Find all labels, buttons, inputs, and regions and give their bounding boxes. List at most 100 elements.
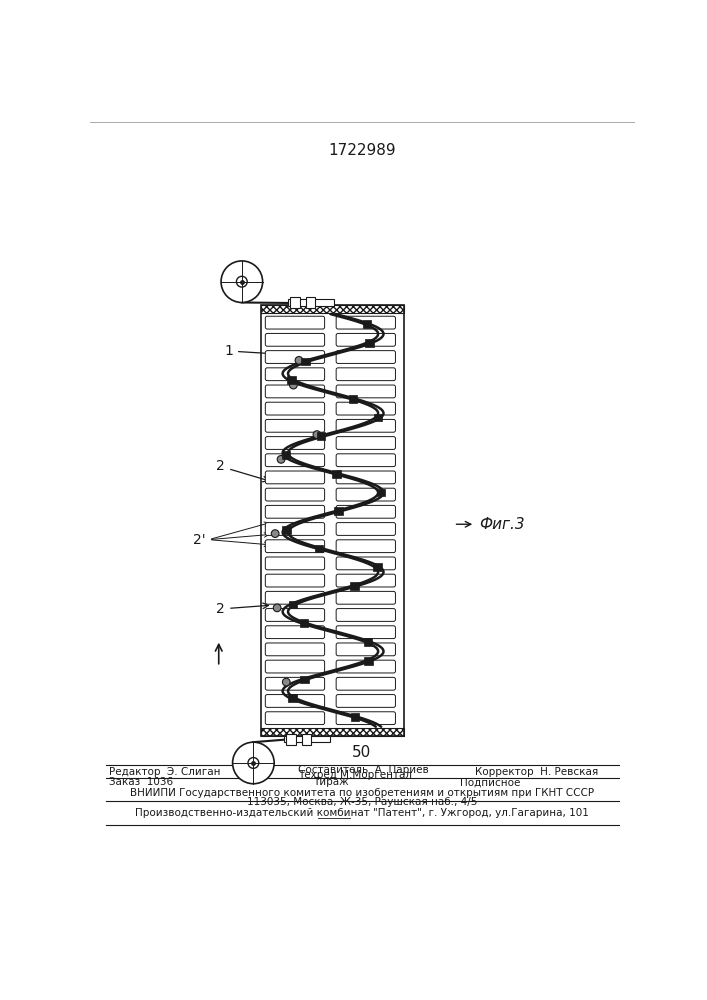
FancyBboxPatch shape [265,591,325,604]
FancyBboxPatch shape [336,557,395,570]
FancyBboxPatch shape [336,437,395,449]
FancyBboxPatch shape [265,385,325,398]
FancyBboxPatch shape [265,574,325,587]
Circle shape [282,678,290,686]
Text: 50: 50 [352,745,372,760]
FancyBboxPatch shape [336,316,395,329]
FancyBboxPatch shape [336,609,395,621]
FancyBboxPatch shape [336,471,395,484]
FancyBboxPatch shape [265,557,325,570]
Text: Составитель  А. Париев: Составитель А. Париев [298,765,428,775]
FancyBboxPatch shape [265,454,325,467]
FancyBboxPatch shape [336,643,395,656]
Bar [349,395,358,403]
Bar [363,320,371,328]
FancyBboxPatch shape [336,454,395,467]
FancyBboxPatch shape [336,419,395,432]
Circle shape [313,431,321,438]
Bar [300,676,309,683]
FancyBboxPatch shape [336,695,395,707]
FancyBboxPatch shape [336,368,395,381]
FancyBboxPatch shape [336,505,395,518]
Text: 1722989: 1722989 [328,143,396,158]
FancyBboxPatch shape [336,402,395,415]
FancyBboxPatch shape [265,540,325,553]
Bar [374,414,382,421]
Circle shape [274,604,281,612]
FancyBboxPatch shape [265,419,325,432]
Text: Тираж: Тираж [313,777,349,787]
Bar [366,339,374,347]
FancyBboxPatch shape [336,574,395,587]
Bar [282,526,291,534]
Circle shape [221,261,262,302]
FancyBboxPatch shape [336,626,395,639]
Text: Техред М.Моргентал: Техред М.Моргентал [298,770,412,780]
Text: 2': 2' [193,533,206,547]
Bar [286,734,296,745]
Bar [261,728,404,736]
Text: Производственно-издательский комбинат "Патент", г. Ужгород, ул.Гагарина, 101: Производственно-издательский комбинат "П… [135,808,589,818]
FancyBboxPatch shape [265,677,325,690]
Bar [281,451,290,459]
Text: 113035, Москва, Ж-35, Раушская наб., 4/5: 113035, Москва, Ж-35, Раушская наб., 4/5 [247,797,477,807]
FancyBboxPatch shape [265,660,325,673]
FancyBboxPatch shape [265,643,325,656]
FancyBboxPatch shape [265,626,325,639]
Circle shape [248,758,259,768]
FancyBboxPatch shape [265,712,325,725]
FancyBboxPatch shape [336,351,395,363]
Text: Заказ  1036: Заказ 1036 [110,777,173,787]
FancyBboxPatch shape [265,488,325,501]
FancyBboxPatch shape [336,488,395,501]
Text: 1: 1 [224,344,288,358]
Circle shape [277,456,285,463]
Bar [261,305,404,736]
FancyBboxPatch shape [265,505,325,518]
FancyBboxPatch shape [336,523,395,535]
FancyBboxPatch shape [265,471,325,484]
Bar [288,694,297,702]
Text: Подписное: Подписное [460,777,520,787]
Text: Редактор  Э. Слиган: Редактор Э. Слиган [110,767,221,777]
Bar [317,432,325,440]
Bar [373,563,382,571]
Bar [364,638,373,646]
Text: ВНИИПИ Государственного комитета по изобретениям и открытиям при ГКНТ СССР: ВНИИПИ Государственного комитета по изоб… [130,788,594,798]
Bar [334,507,343,515]
FancyBboxPatch shape [336,591,395,604]
Circle shape [236,276,247,287]
Bar [351,713,359,721]
FancyBboxPatch shape [265,523,325,535]
FancyBboxPatch shape [265,351,325,363]
Circle shape [295,356,303,364]
FancyBboxPatch shape [265,437,325,449]
Bar [332,470,341,478]
Bar [261,305,404,312]
FancyBboxPatch shape [265,368,325,381]
Bar [315,545,323,552]
FancyBboxPatch shape [265,333,325,346]
Text: 2: 2 [216,460,269,482]
Bar [377,488,385,496]
Bar [291,297,300,308]
Text: Фиг.3: Фиг.3 [479,517,525,532]
FancyBboxPatch shape [265,609,325,621]
Bar [350,582,358,590]
Bar [301,358,310,365]
FancyBboxPatch shape [265,316,325,329]
Bar [302,734,311,745]
FancyBboxPatch shape [336,333,395,346]
FancyBboxPatch shape [336,712,395,725]
Circle shape [271,530,279,537]
Bar [305,297,315,308]
Text: 2: 2 [216,602,269,616]
FancyBboxPatch shape [336,677,395,690]
Circle shape [233,742,274,784]
FancyBboxPatch shape [265,695,325,707]
Bar [300,619,308,627]
FancyBboxPatch shape [336,540,395,553]
Bar [288,601,297,608]
FancyBboxPatch shape [336,385,395,398]
FancyBboxPatch shape [265,402,325,415]
